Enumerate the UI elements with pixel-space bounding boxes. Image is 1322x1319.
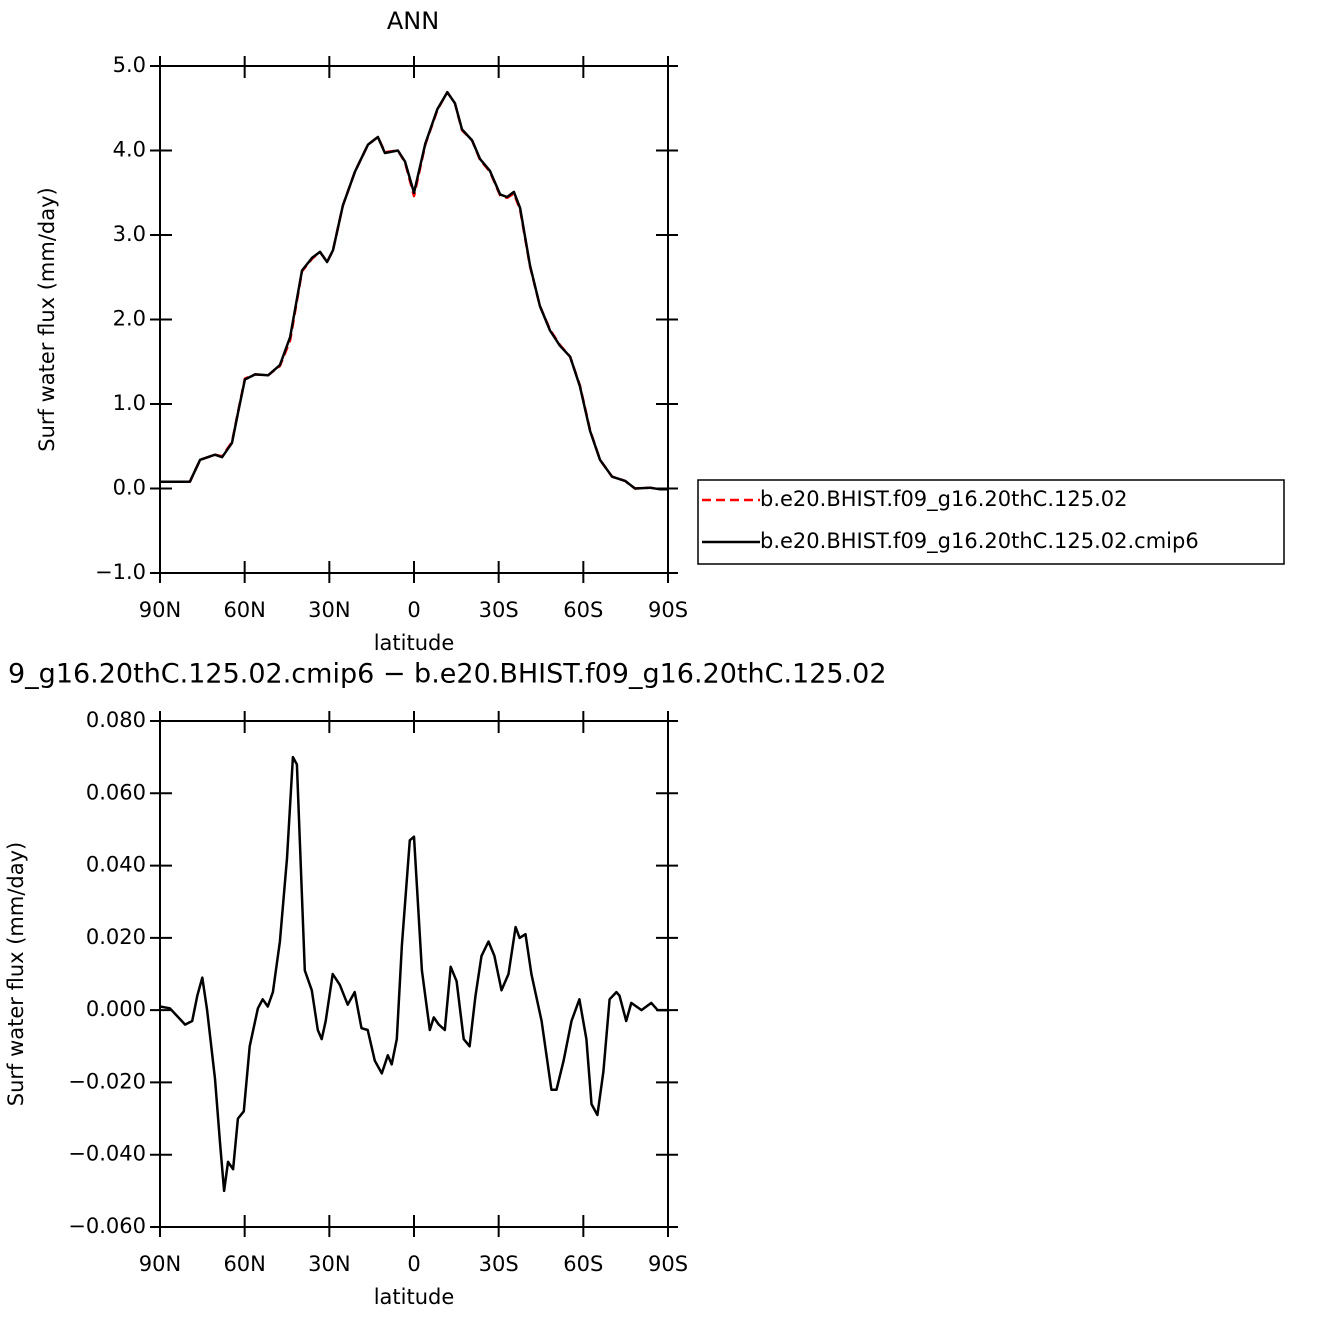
legend-label: b.e20.BHIST.f09_g16.20thC.125.02 (760, 487, 1127, 512)
y-tick-label: 1.0 (113, 391, 146, 415)
y-tick-label: 0.020 (86, 925, 146, 949)
x-tick-label: 90N (139, 1252, 181, 1276)
x-tick-label: 30N (308, 598, 350, 622)
x-tick-label: 30N (308, 1252, 350, 1276)
x-tick-label: 60N (223, 1252, 265, 1276)
y-tick-label: −0.060 (68, 1214, 146, 1238)
plot-frame (159, 720, 669, 1228)
x-tick-label: 0 (407, 1252, 420, 1276)
y-tick-label: 4.0 (113, 138, 146, 162)
x-tick-label: 60S (563, 598, 603, 622)
y-tick-label: 0.040 (86, 853, 146, 877)
x-tick-label: 90S (648, 598, 688, 622)
x-tick-label: 60S (563, 1252, 603, 1276)
y-tick-label: 5.0 (113, 53, 146, 77)
y-tick-label: 0.000 (86, 997, 146, 1021)
data-line (160, 90, 668, 491)
y-tick-label: 0.0 (113, 476, 146, 500)
x-tick-label: 30S (479, 598, 519, 622)
y-axis-label: Surf water flux (mm/day) (35, 187, 59, 452)
x-tick-label: 30S (479, 1252, 519, 1276)
chart-title: ANN (387, 7, 439, 35)
x-tick-label: 90N (139, 598, 181, 622)
data-line (160, 90, 668, 491)
x-tick-label: 0 (407, 598, 420, 622)
y-tick-label: −1.0 (95, 560, 146, 584)
y-tick-label: 2.0 (113, 307, 146, 331)
y-tick-label: 0.080 (86, 708, 146, 732)
y-tick-label: 3.0 (113, 222, 146, 246)
y-tick-label: −0.040 (68, 1142, 146, 1166)
y-tick-label: −0.020 (68, 1069, 146, 1093)
x-axis-label: latitude (374, 631, 455, 655)
x-axis-label: latitude (374, 1285, 455, 1309)
plot-frame (159, 65, 669, 574)
y-tick-label: 0.060 (86, 780, 146, 804)
legend-box (697, 479, 1285, 565)
y-axis-label: Surf water flux (mm/day) (4, 842, 28, 1107)
legend-label: b.e20.BHIST.f09_g16.20thC.125.02.cmip6 (760, 529, 1199, 554)
x-tick-label: 90S (648, 1252, 688, 1276)
chart-title: 9_g16.20thC.125.02.cmip6 − b.e20.BHIST.f… (8, 659, 887, 690)
data-line (159, 755, 668, 1193)
x-tick-label: 60N (223, 598, 265, 622)
